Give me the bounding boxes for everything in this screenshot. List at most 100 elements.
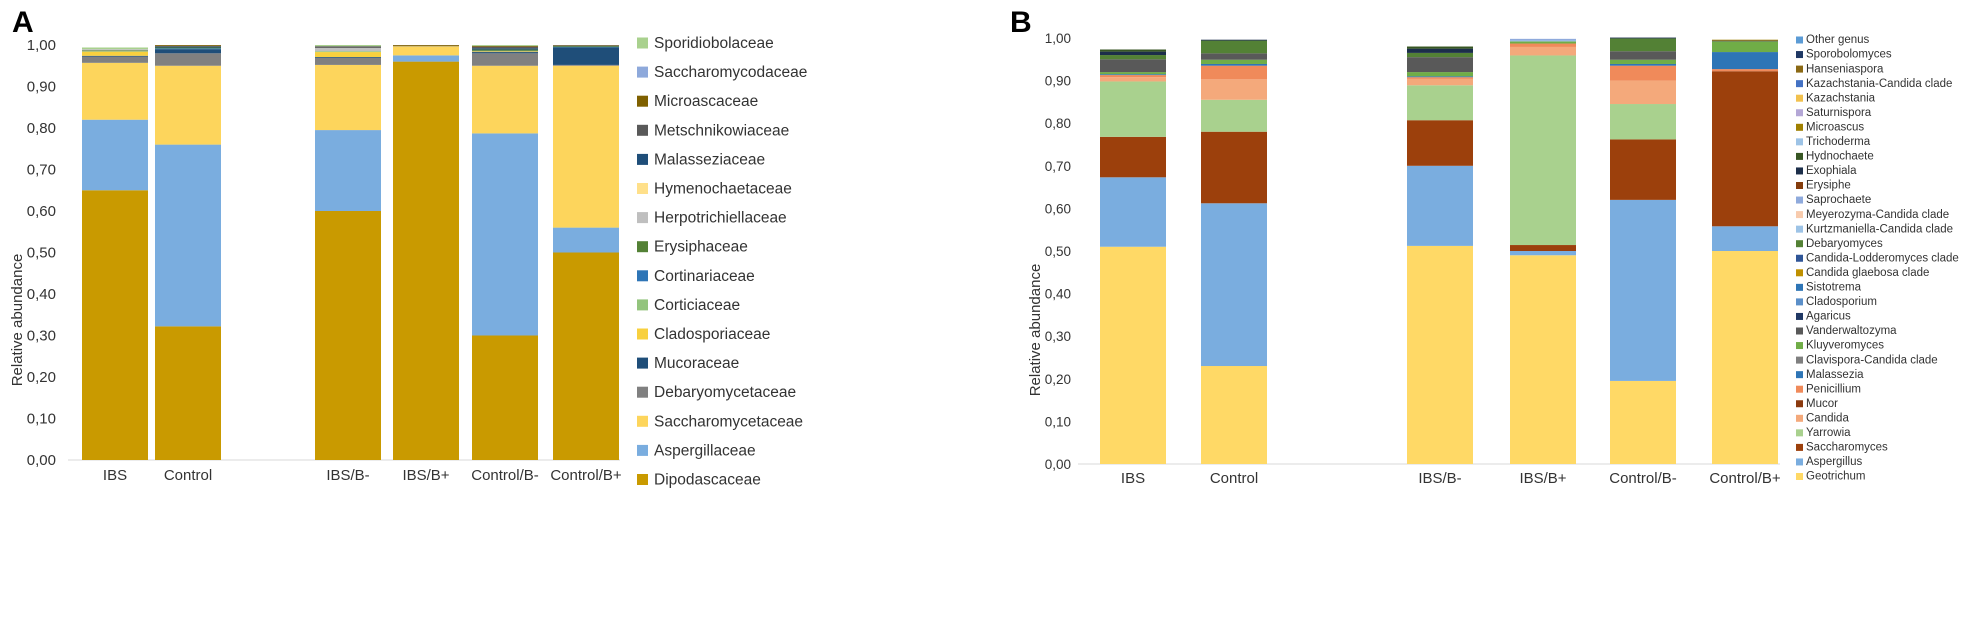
panel-a-y-tick-label: 0,50 (27, 245, 56, 262)
panel-b-legend-label: Candida glaebosa clade (1806, 267, 1929, 279)
panel-a-legend-label: Cortinariaceae (654, 268, 755, 285)
panel-b-y-tick-label: 0,40 (1045, 287, 1071, 302)
panel-a-legend-label: Malasseziaceae (654, 151, 765, 168)
panel-a-bar-segment-control-b-debaryomycetaceae (472, 53, 538, 66)
panel-a-legend-swatch (637, 183, 648, 194)
panel-a-bar-segment-control-debaryomycetaceae (155, 53, 221, 66)
panel-b-bar-segment-ibs-b-vanderwaltozyma (1407, 57, 1473, 73)
panel-b-legend-label: Other genus (1806, 34, 1870, 46)
panel-a-bar-segment-control-malasseziaceae (155, 46, 221, 48)
panel-b-x-tick-label: Control (1210, 470, 1258, 487)
panel-a-legend-label: Mucoraceae (654, 355, 739, 372)
panel-b-legend-swatch (1796, 371, 1803, 379)
panel-b-bar-segment-control-vanderwaltozyma (1201, 53, 1267, 60)
panel-a-bar-segment-control-b-malasseziaceae (472, 48, 538, 50)
panel-b-bar-segment-ibs-b-geotrichum (1510, 255, 1576, 464)
panel-b-legend-swatch (1796, 269, 1803, 277)
panel-b-legend-swatch (1796, 414, 1803, 422)
panel-b-legend-label: Hydnochaete (1806, 151, 1874, 163)
panel-a-bar-segment-ibs-debaryomycetaceae (82, 56, 148, 63)
panel-b-bar-segment-ibs-vanderwaltozyma (1100, 59, 1166, 73)
panel-a-bar-segment-control-b-saccharomycetaceae (553, 65, 619, 228)
panel-b-bar-segment-control-candida (1201, 79, 1267, 100)
panel-a-legend-label: Debaryomycetaceae (654, 384, 796, 401)
panel-a-bar-segment-ibs-b-cladosporiaceae (315, 52, 381, 58)
panel-a-legend-label: Herpotrichiellaceae (654, 210, 787, 227)
panel-b-bar-segment-ibs-exophiala (1100, 51, 1166, 56)
panel-a-legend-swatch (637, 357, 648, 369)
panel-b-legend-swatch (1796, 327, 1803, 335)
panel-a-bar-segment-ibs-b-dipodascaceae (315, 211, 381, 460)
panel-b-bar-segment-control-b-penicillium (1610, 65, 1676, 81)
panel-a-bar-segment-control-saccharomycetaceae (155, 65, 221, 145)
panel-a-y-tick-label: 0,40 (27, 286, 56, 303)
panel-b-label: B (1010, 6, 1032, 39)
panel-a-legend-label: Sporidiobolaceae (654, 35, 774, 52)
panel-b-bar-segment-ibs-b-aspergillus (1407, 165, 1473, 246)
panel-a-bar-segment-control-metschnikowiaceae (155, 45, 221, 47)
panel-b-bar-segment-control-b-malassezia (1610, 63, 1676, 66)
panel-b-bar-segment-ibs-saccharomyces (1100, 136, 1166, 178)
panel-b-legend-label: Kazachstania (1806, 92, 1876, 104)
panel-b-bar-segment-control-aspergillus (1201, 203, 1267, 367)
panel-b-legend-label: Clavispora-Candida clade (1806, 354, 1938, 366)
panel-b-legend-swatch (1796, 196, 1803, 204)
panel-a-x-tick-label: Control (164, 467, 212, 484)
panel-b-legend-swatch (1796, 109, 1803, 117)
panel-b-legend-swatch (1796, 342, 1803, 350)
panel-b-legend-swatch (1796, 80, 1803, 88)
panel-a-bar-segment-control-b-sporidiobolaceae (472, 45, 538, 46)
panel-a-y-tick-label: 0,70 (27, 162, 56, 179)
panel-b-bar-segment-control-b-microascus (1712, 39, 1778, 41)
panel-b-legend-label: Debaryomyces (1806, 238, 1883, 250)
panel-a-bar-segment-ibs-b-aspergillaceae (393, 55, 459, 62)
panel-b-legend-swatch (1796, 36, 1803, 44)
panel-b-bar-segment-ibs-b-debaryomyces (1407, 52, 1473, 58)
panel-a-legend-swatch (637, 415, 648, 427)
panel-b-legend-swatch (1796, 65, 1803, 73)
panel-b-legend-label: Geotrichum (1806, 471, 1865, 483)
panel-a-y-tick-label: 0,80 (27, 120, 56, 137)
panel-b-y-tick-label: 0,60 (1045, 201, 1071, 216)
panel-b-legend-swatch (1796, 429, 1803, 437)
panel-a-bar-segment-ibs-mucoraceae (82, 55, 148, 57)
panel-b-bar-segment-ibs-kluyveromyces (1100, 72, 1166, 75)
panel-b-legend-label: Kurtzmaniella-Candida clade (1806, 223, 1953, 235)
panel-b-legend-swatch (1796, 51, 1803, 59)
panel-a-x-tick-label: IBS (103, 467, 127, 484)
panel-b-bar-segment-ibs-hydnochaete (1100, 49, 1166, 52)
panel-b-y-tick-label: 0,80 (1045, 116, 1071, 131)
panel-b-bar-segment-control-exophiala (1201, 39, 1267, 41)
panel-b-legend-label: Cladosporium (1806, 296, 1877, 308)
panel-b-bar-segment-ibs-b-kluyveromyces (1407, 72, 1473, 77)
panel-b-bar-segment-control-debaryomyces (1201, 40, 1267, 54)
panel-b-bar-segment-ibs-yarrowia (1100, 81, 1166, 137)
panel-b-bar-segment-control-b-aspergillus (1712, 226, 1778, 251)
panel-a-bar-segment-control-erysiphaceae (155, 47, 221, 49)
panel-a-bar-segment-control-b-metschnikowiaceae (472, 46, 538, 49)
panel-b-bar-segment-control-b-exophiala (1610, 37, 1676, 39)
panel-b-bar-segment-ibs-b-exophiala (1407, 48, 1473, 53)
panel-b-legend-label: Vanderwaltozyma (1806, 325, 1897, 337)
panel-b-bar-segment-control-yarrowia (1201, 99, 1267, 132)
panel-a-bar-segment-control-b-dipodascaceae (553, 252, 619, 460)
panel-a-legend: Sporidiobolaceae Saccharomycodaceae Microa… (637, 35, 807, 488)
panel-b-legend-label: Saprochaete (1806, 194, 1871, 206)
panel-a-legend-label: Saccharomycodaceae (654, 64, 807, 81)
panel-a-legend-label: Metschnikowiaceae (654, 122, 789, 139)
panel-a-legend-label: Dipodascaceae (654, 471, 761, 488)
panel-b-legend-label: Kazachstania-Candida clade (1806, 78, 1952, 90)
panel-b-x-tick-label: IBS (1121, 470, 1145, 487)
panel-b-bar-segment-ibs-b-malassezia (1407, 76, 1473, 78)
panel-a-bar-segment-control-mucoraceae (155, 49, 221, 54)
panel-b-legend-label: Saccharomyces (1806, 442, 1888, 454)
panel-b-legend-label: Mucor (1806, 398, 1838, 410)
panel-b-bar-segment-control-b-vanderwaltozyma (1610, 51, 1676, 60)
panel-b-y-tick-label: 0,10 (1045, 414, 1071, 429)
panel-a-y-tick-label: 0,30 (27, 328, 56, 345)
panel-b-bar-segment-control-kluyveromyces (1201, 59, 1267, 64)
panel-b-y-tick-label: 1,00 (1045, 31, 1071, 46)
panel-b-legend-label: Meyerozyma-Candida clade (1806, 209, 1949, 221)
panel-a-bar-segment-ibs-b-corticiaceae (315, 51, 381, 53)
